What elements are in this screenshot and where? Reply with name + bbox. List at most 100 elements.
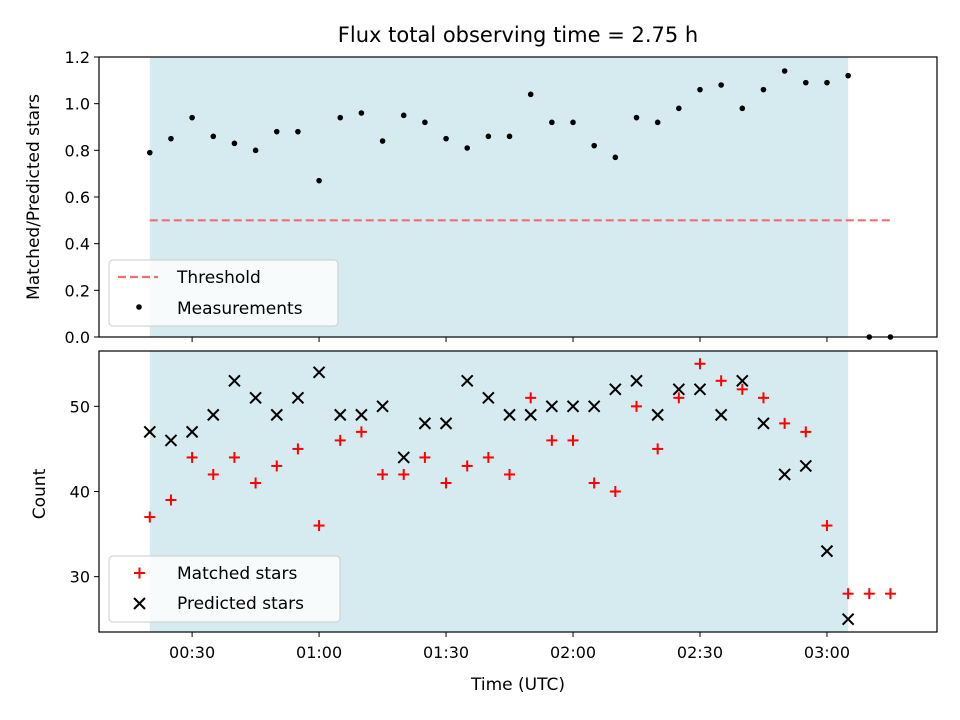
predicted-star-point: [672, 383, 686, 396]
matched-star-point: [567, 434, 579, 446]
matched-star-point: [355, 426, 367, 438]
measurement-point: [422, 119, 428, 126]
measurement-point: [443, 135, 449, 142]
bottom-y-ticks: 30 40 50: [70, 397, 99, 587]
matched-star-point: [271, 460, 283, 472]
matched-star-point: [250, 477, 262, 489]
predicted-star-point: [820, 544, 834, 558]
matched-star-point: [313, 520, 325, 532]
top-panel: Flux total observing time = 2.75 h 0.0 0.…: [24, 23, 938, 347]
matched-star-point: [715, 375, 727, 387]
predicted-star-point: [609, 383, 622, 396]
predicted-star-point: [799, 459, 813, 473]
y-tick-label: 1.2: [65, 48, 90, 67]
matched-star-point: [631, 400, 643, 412]
matched-star-point: [842, 588, 854, 600]
x-tick-label: 01:00: [296, 643, 342, 662]
predicted-star-point: [185, 425, 199, 439]
matched-star-point: [419, 451, 431, 463]
x-tick-label: 00:30: [169, 643, 215, 662]
measurement-point: [146, 149, 153, 156]
measurement-point: [739, 105, 746, 112]
measurement-point: [316, 177, 322, 184]
matched-star-point: [884, 588, 896, 600]
matched-star-point: [525, 392, 537, 404]
predicted-star-point: [249, 391, 262, 405]
predicted-star-point: [587, 400, 601, 413]
x-tick-label: 02:00: [550, 643, 596, 662]
measurement-point: [549, 119, 555, 126]
measurement-point: [464, 145, 471, 151]
predicted-star-point: [757, 417, 770, 430]
y-tick-label: 0.2: [65, 281, 90, 300]
matched-star-point: [440, 477, 452, 489]
x-tick-label: 03:00: [804, 643, 850, 662]
matched-star-point: [228, 451, 240, 463]
measurement-point: [210, 133, 217, 140]
matched-star-point: [334, 434, 346, 446]
bottom-legend: Matched stars Predicted stars: [108, 555, 341, 623]
predicted-star-point: [503, 408, 516, 422]
measurement-point: [273, 128, 280, 135]
measurement-point: [570, 119, 576, 126]
y-tick-label: 0.8: [65, 141, 90, 160]
chart-title: Flux total observing time = 2.75 h: [338, 23, 698, 47]
predicted-star-point: [376, 400, 389, 413]
predicted-stars-points: [143, 366, 855, 626]
x-tick-label: 02:30: [677, 643, 723, 662]
legend-measurements-label: Measurements: [177, 299, 303, 319]
predicted-star-point: [439, 417, 453, 430]
legend-matched-label: Matched stars: [177, 564, 297, 584]
predicted-star-point: [418, 417, 432, 430]
matched-stars-points: [144, 358, 896, 600]
top-x-ticks: [191, 337, 828, 342]
predicted-star-point: [164, 434, 178, 447]
bottom-legend-box: [108, 555, 341, 623]
y-tick-label: 40: [70, 483, 90, 502]
matched-star-point: [504, 468, 516, 480]
matched-star-point: [377, 468, 389, 480]
legend-measurements-swatch: [136, 304, 142, 310]
measurement-point: [379, 138, 386, 144]
y-tick-label: 50: [70, 397, 90, 416]
measurement-point: [189, 114, 195, 121]
matched-star-point: [398, 468, 410, 480]
matched-star-point: [207, 468, 219, 480]
measurement-point: [168, 135, 174, 142]
matched-star-point: [821, 520, 833, 532]
measurement-point: [633, 114, 640, 121]
measurement-point: [485, 133, 492, 140]
matched-star-point: [546, 434, 558, 446]
matched-star-point: [292, 443, 304, 455]
x-axis-label: Time (UTC): [470, 675, 565, 695]
measurement-point: [591, 142, 597, 149]
y-tick-label: 30: [70, 568, 90, 587]
measurement-point: [527, 91, 534, 98]
matched-star-point: [144, 511, 156, 523]
measurement-point: [824, 79, 830, 86]
predicted-star-point: [482, 391, 495, 405]
predicted-star-point: [143, 425, 156, 439]
y-tick-label: 0.4: [65, 235, 90, 254]
legend-predicted-swatch: [133, 597, 146, 610]
matched-star-point: [165, 494, 177, 506]
predicted-star-point: [693, 383, 707, 396]
predicted-star-point: [207, 408, 220, 422]
matched-star-point: [779, 417, 791, 429]
predicted-star-point: [355, 408, 368, 422]
predicted-star-point: [524, 408, 537, 422]
predicted-star-point: [841, 613, 855, 626]
matched-star-point: [652, 443, 664, 455]
predicted-star-point: [714, 408, 728, 422]
predicted-star-point: [270, 408, 283, 422]
measurement-point: [400, 112, 407, 119]
matched-star-point: [186, 451, 198, 463]
predicted-star-point: [397, 451, 410, 464]
measurement-point: [802, 79, 809, 86]
predicted-star-point: [461, 374, 474, 388]
matched-star-point: [863, 588, 875, 600]
y-tick-label: 0.0: [65, 328, 90, 347]
measurement-point: [654, 119, 661, 126]
matched-star-point: [673, 392, 685, 404]
